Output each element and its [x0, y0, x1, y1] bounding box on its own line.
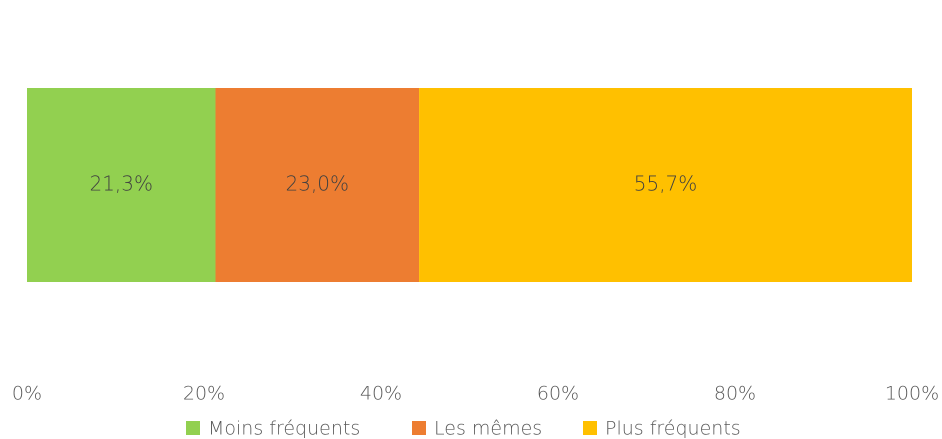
legend-label: Plus fréquents — [605, 418, 741, 439]
data-label: 21,3% — [89, 172, 153, 196]
x-tick-label: 80% — [714, 383, 756, 405]
legend-swatch — [186, 421, 200, 435]
x-tick-label: 100% — [885, 383, 939, 405]
bar-segment — [27, 88, 216, 282]
x-tick-label: 0% — [12, 383, 42, 405]
data-label: 55,7% — [634, 172, 698, 196]
legend-swatch — [412, 421, 426, 435]
x-tick-label: 60% — [537, 383, 579, 405]
x-tick-label: 20% — [183, 383, 225, 405]
legend-label: Les mêmes — [434, 418, 542, 439]
bar-segment — [215, 88, 420, 282]
legend-label: Moins fréquents — [208, 418, 360, 439]
data-label: 23,0% — [286, 172, 350, 196]
bar-segment — [419, 88, 912, 282]
x-tick-label: 40% — [360, 383, 402, 405]
legend-swatch — [583, 421, 597, 435]
